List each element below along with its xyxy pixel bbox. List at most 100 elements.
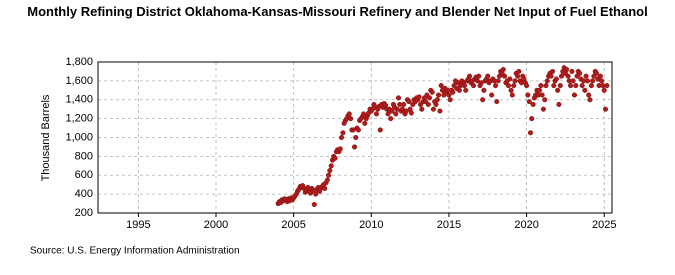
data-point <box>565 73 571 79</box>
data-point <box>438 83 444 89</box>
data-point <box>395 95 402 101</box>
data-point <box>435 92 442 98</box>
data-point <box>456 87 462 93</box>
data-point <box>328 163 334 169</box>
data-point <box>485 73 491 79</box>
data-point <box>500 67 506 73</box>
data-point <box>597 73 603 79</box>
data-point <box>447 97 453 103</box>
data-point <box>586 92 592 98</box>
data-point <box>332 155 338 161</box>
y-tick-label: 600 <box>75 169 93 181</box>
data-point <box>555 87 561 93</box>
data-point <box>524 83 530 89</box>
data-point <box>311 201 317 208</box>
y-tick-label: 200 <box>75 207 93 219</box>
x-tick-label: 2025 <box>592 219 616 231</box>
data-point <box>348 116 354 122</box>
data-point <box>577 70 583 76</box>
data-point <box>549 68 556 74</box>
data-point <box>446 92 452 98</box>
data-point <box>429 89 435 95</box>
data-point <box>322 185 328 192</box>
data-point <box>355 127 361 133</box>
data-point <box>505 83 511 89</box>
data-point <box>385 111 391 117</box>
data-point <box>529 116 535 122</box>
data-point <box>494 99 500 105</box>
data-point <box>571 92 577 98</box>
data-point <box>527 130 534 136</box>
plot-frame <box>97 61 613 214</box>
data-point <box>388 116 394 122</box>
x-tick-label: 2000 <box>204 219 228 231</box>
data-point <box>542 97 548 103</box>
data-point <box>338 134 345 141</box>
data-point <box>507 76 513 82</box>
data-point <box>583 73 589 79</box>
data-point <box>433 101 439 108</box>
data-point <box>511 83 517 89</box>
data-point <box>476 73 482 79</box>
x-tick-label: 2005 <box>281 219 305 231</box>
y-tick-label: 1,200 <box>65 113 93 125</box>
data-point <box>340 130 346 136</box>
data-point <box>588 83 594 89</box>
data-point <box>582 87 588 93</box>
y-tick-label: 1,600 <box>65 75 93 87</box>
data-point <box>351 144 358 150</box>
data-point <box>481 87 487 93</box>
data-point <box>419 106 425 112</box>
data-point <box>558 73 565 79</box>
data-point <box>536 87 543 93</box>
data-point <box>538 83 544 89</box>
y-tick-label: 1,000 <box>65 131 93 143</box>
data-point <box>539 92 545 98</box>
x-tick-label: 2015 <box>437 219 461 231</box>
data-point <box>393 111 399 117</box>
data-point <box>604 83 610 89</box>
data-point <box>480 97 486 103</box>
data-point <box>569 68 575 74</box>
data-point <box>326 172 332 178</box>
y-tick-label: 1,800 <box>65 56 93 68</box>
data-point <box>353 134 359 141</box>
x-tick-label: 1995 <box>126 219 150 231</box>
data-point <box>492 83 499 89</box>
data-point <box>416 94 422 100</box>
data-point <box>495 78 501 84</box>
data-point <box>530 101 536 108</box>
data-point <box>470 83 477 89</box>
data-point <box>450 89 456 95</box>
data-point <box>509 92 515 98</box>
data-point <box>557 83 563 89</box>
data-point <box>377 127 383 133</box>
y-tick-label: 1,400 <box>65 94 93 106</box>
data-point <box>324 177 330 183</box>
data-point <box>512 78 518 84</box>
y-tick-label: 400 <box>75 188 93 200</box>
source: Source: U.S. Energy Information Administ… <box>30 246 240 257</box>
data-point <box>373 111 379 117</box>
data-point <box>573 83 579 89</box>
data-point <box>406 99 412 105</box>
y-axis-label: Thousand Barrels <box>40 94 52 181</box>
data-point <box>516 68 522 74</box>
data-point <box>540 106 546 112</box>
data-point <box>570 78 576 84</box>
data-point <box>579 83 585 89</box>
x-tick-label: 2010 <box>359 219 383 231</box>
data-point <box>551 83 557 89</box>
data-point <box>337 146 343 152</box>
data-point <box>463 87 469 93</box>
data-point <box>553 76 559 82</box>
data-point <box>587 97 593 103</box>
data-point <box>593 70 600 76</box>
data-point <box>602 106 609 112</box>
data-point <box>590 78 596 84</box>
data-point <box>434 97 440 103</box>
data-point <box>525 92 531 98</box>
data-point <box>408 110 414 116</box>
data-point <box>430 106 436 112</box>
